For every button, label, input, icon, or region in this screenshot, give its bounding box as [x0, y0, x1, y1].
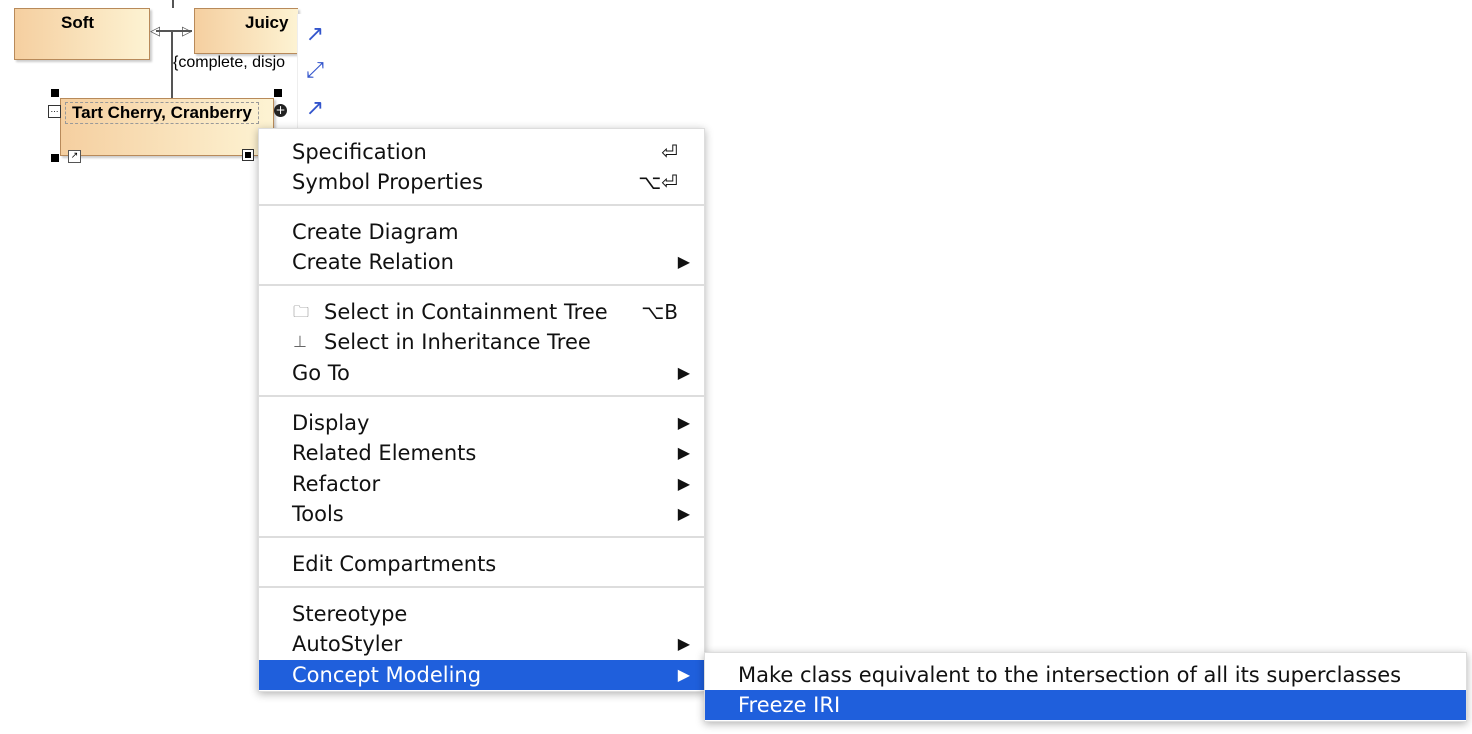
- menu-item-label: Select in Containment Tree: [324, 300, 608, 324]
- resize-handle[interactable]: [51, 89, 59, 97]
- constraint-label: {complete, disjo: [173, 54, 286, 71]
- menu-item-label: AutoStyler: [292, 632, 403, 656]
- menu-item-label: ⏎: [661, 140, 678, 164]
- menu-item-label: Make class equivalent to the intersectio…: [738, 663, 1402, 687]
- menu-item-display[interactable]: Display ▶: [259, 408, 704, 438]
- resize-handle[interactable]: [51, 154, 59, 162]
- containment-tree-icon: 🗀: [293, 302, 310, 321]
- class-tart-cherry-cranberry[interactable]: Tart Cherry, Cranberry: [60, 98, 274, 156]
- resize-handle[interactable]: [274, 89, 282, 97]
- menu-item-symbol-properties[interactable]: Symbol Properties ⌥⏎: [259, 167, 704, 197]
- class-name: Tart Cherry, Cranberry: [65, 102, 259, 124]
- menu-item-go-to[interactable]: Go To ▶: [259, 358, 704, 388]
- add-icon[interactable]: +: [274, 103, 287, 117]
- menu-item-freeze-iri[interactable]: Freeze IRI: [705, 690, 1466, 720]
- submenu-arrow-icon: ▶: [677, 443, 690, 462]
- menu-separator: [259, 395, 704, 397]
- menu-item-concept-modeling[interactable]: Concept Modeling ▶: [259, 660, 704, 690]
- menu-item-label: Edit Compartments: [292, 552, 497, 576]
- submenu-arrow-icon: ▶: [677, 413, 690, 432]
- menu-item-label: ⌥B: [641, 300, 678, 324]
- menu-item-label: Tools: [292, 502, 344, 526]
- concept-modeling-submenu: Make class equivalent to the intersectio…: [704, 652, 1467, 722]
- collapse-icon[interactable]: …: [48, 105, 61, 118]
- submenu-arrow-icon: ▶: [677, 504, 690, 523]
- inheritance-tree-icon: ⊥: [293, 332, 307, 351]
- association-icon[interactable]: ⤢: [306, 58, 324, 83]
- smart-manipulator-toolbar: [297, 14, 334, 128]
- generalization-line: [171, 30, 173, 98]
- menu-item-select-containment-tree[interactable]: 🗀 Select in Containment Tree ⌥B: [259, 297, 704, 327]
- menu-item-specification[interactable]: Specification ⏎: [259, 137, 704, 167]
- class-soft[interactable]: Soft: [14, 8, 150, 60]
- menu-item-label: Create Relation: [292, 250, 454, 274]
- menu-item-related-elements[interactable]: Related Elements ▶: [259, 438, 704, 468]
- menu-item-label: Stereotype: [292, 602, 408, 626]
- menu-item-label: Symbol Properties: [292, 170, 484, 194]
- menu-item-label: Display: [292, 411, 370, 435]
- class-juicy[interactable]: Juicy: [194, 8, 298, 54]
- menu-item-label: Refactor: [292, 472, 381, 496]
- generalization-arrow-icon: ◁: [150, 24, 160, 39]
- menu-item-create-relation[interactable]: Create Relation ▶: [259, 247, 704, 277]
- menu-item-label: ⌥⏎: [638, 170, 678, 194]
- context-menu: Specification ⏎ Symbol Properties ⌥⏎ Creat…: [258, 128, 705, 692]
- menu-item-stereotype[interactable]: Stereotype: [259, 599, 704, 629]
- generalization-line: [156, 30, 192, 32]
- menu-item-label: Specification: [292, 140, 427, 164]
- menu-item-autostyler[interactable]: AutoStyler ▶: [259, 629, 704, 659]
- submenu-arrow-icon: ▶: [677, 474, 690, 493]
- menu-item-edit-compartments[interactable]: Edit Compartments: [259, 549, 704, 579]
- menu-item-label: Related Elements: [292, 441, 477, 465]
- menu-item-tools[interactable]: Tools ▶: [259, 499, 704, 529]
- menu-item-make-class-equivalent[interactable]: Make class equivalent to the intersectio…: [705, 660, 1466, 690]
- menu-item-select-inheritance-tree[interactable]: ⊥ Select in Inheritance Tree: [259, 327, 704, 357]
- submenu-arrow-icon: ▶: [677, 634, 690, 653]
- menu-item-label: Select in Inheritance Tree: [324, 330, 591, 354]
- menu-item-label: Concept Modeling: [292, 663, 482, 687]
- connector-line: [172, 0, 174, 8]
- menu-item-label: Create Diagram: [292, 220, 459, 244]
- class-name: Juicy: [245, 13, 289, 32]
- class-name: Soft: [61, 13, 95, 32]
- menu-item-label: Freeze IRI: [738, 693, 841, 717]
- menu-separator: [259, 586, 704, 588]
- submenu-arrow-icon: ▶: [677, 665, 690, 684]
- compartment-icon[interactable]: [242, 149, 254, 161]
- submenu-arrow-icon: ▶: [677, 252, 690, 271]
- generalization-arrow-icon: ▷: [182, 24, 192, 39]
- menu-separator: [259, 536, 704, 538]
- menu-item-create-diagram[interactable]: Create Diagram: [259, 217, 704, 247]
- expand-icon[interactable]: ↗: [68, 150, 81, 163]
- menu-item-refactor[interactable]: Refactor ▶: [259, 469, 704, 499]
- dependency-icon[interactable]: ↗: [305, 96, 325, 121]
- menu-item-label: Go To: [292, 361, 350, 385]
- directed-association-icon[interactable]: ↗: [305, 22, 325, 47]
- menu-separator: [259, 284, 704, 286]
- submenu-arrow-icon: ▶: [677, 363, 690, 382]
- menu-separator: [259, 204, 704, 206]
